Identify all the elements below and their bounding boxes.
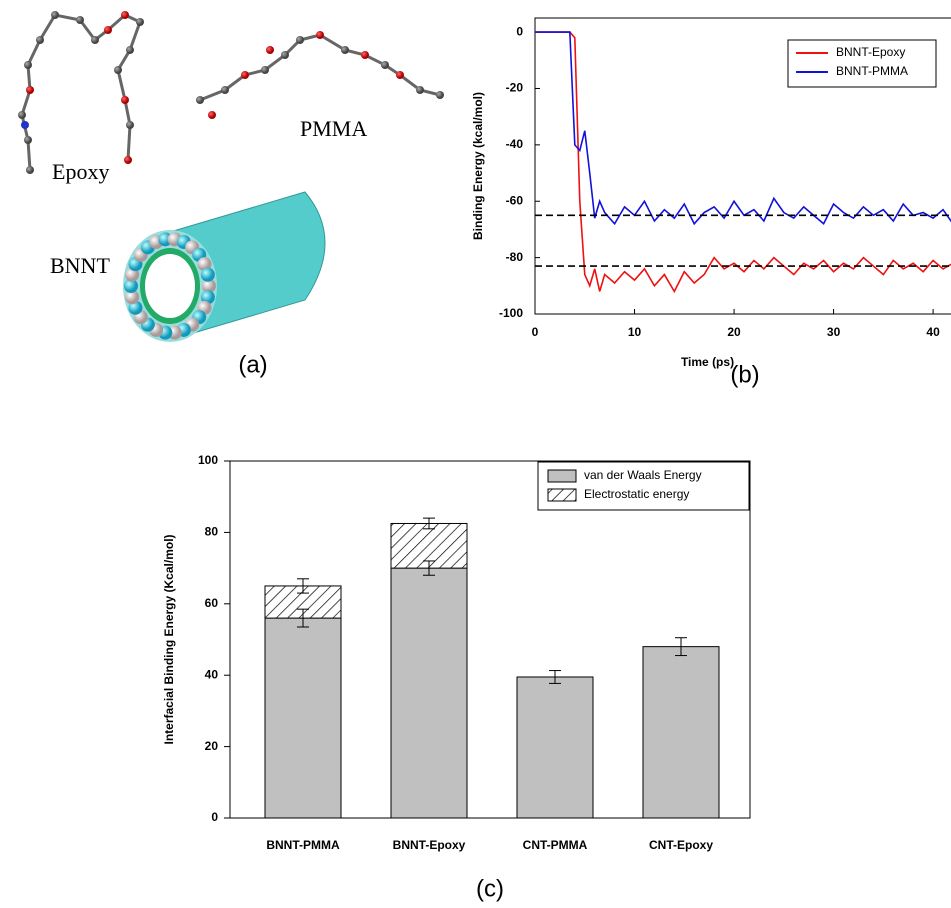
- legend-box: [787, 39, 937, 88]
- atom: [128, 300, 143, 315]
- panel-label: (c): [476, 875, 504, 902]
- bnnt-tube: [123, 191, 326, 342]
- panel-label: (b): [730, 361, 759, 388]
- x-tick-label: 20: [727, 325, 741, 339]
- y-axis-label: Binding Energy (kcal/mol): [471, 92, 485, 240]
- x-tick-label: 0: [532, 325, 539, 339]
- plot-frame: [229, 460, 751, 819]
- y-tick-label: 0: [516, 24, 523, 38]
- legend-label: Electrostatic energy: [584, 487, 689, 501]
- atom: [197, 257, 212, 272]
- atom: [200, 267, 215, 282]
- bar-segment: [516, 676, 594, 819]
- y-tick-label: 40: [205, 667, 219, 681]
- bar-segment: [642, 646, 720, 819]
- y-tick-label: 0: [211, 810, 218, 824]
- y-tick-label: -60: [506, 193, 524, 207]
- epoxy-molecule: [18, 11, 144, 174]
- error-bar: [297, 608, 309, 628]
- y-tick-label: -20: [506, 81, 524, 95]
- x-axis-label: Time (ps): [681, 355, 734, 369]
- y-tick-label: 60: [205, 596, 219, 610]
- bar-segment: [264, 617, 342, 819]
- x-tick-label: BNNT-PMMA: [266, 838, 340, 852]
- x-tick-label: 30: [827, 325, 841, 339]
- bar-segment: [390, 567, 468, 819]
- plot-frame: [534, 17, 951, 315]
- atom: [125, 290, 140, 305]
- legend-label: van der Waals Energy: [584, 468, 702, 482]
- y-axis-label: Interfacial Binding Energy (Kcal/mol): [162, 534, 176, 744]
- atom: [202, 279, 216, 293]
- legend-label: BNNT-Epoxy: [836, 45, 905, 59]
- x-tick-label: 40: [926, 325, 940, 339]
- x-tick-label: CNT-Epoxy: [649, 838, 713, 852]
- series-line: [535, 31, 951, 226]
- y-tick-label: 80: [205, 525, 219, 539]
- error-bar: [549, 670, 561, 684]
- error-bar: [297, 578, 309, 594]
- atom: [125, 267, 140, 282]
- y-tick-label: 20: [205, 739, 219, 753]
- error-bar: [423, 517, 435, 530]
- x-tick-label: CNT-PMMA: [523, 838, 588, 852]
- panel-label: (a): [238, 351, 267, 378]
- legend-swatch: [547, 469, 577, 483]
- molecule-label: PMMA: [300, 116, 367, 141]
- y-tick-label: -40: [506, 137, 524, 151]
- series-line: [535, 31, 951, 294]
- y-tick-label: 100: [198, 453, 218, 467]
- x-tick-label: BNNT-Epoxy: [393, 838, 466, 852]
- y-tick-label: -80: [506, 250, 524, 264]
- error-bar: [423, 560, 435, 576]
- atom: [200, 290, 215, 305]
- legend-label: BNNT-PMMA: [836, 64, 908, 78]
- legend-swatch: [547, 488, 577, 502]
- atom: [124, 279, 138, 293]
- x-tick-label: 10: [628, 325, 642, 339]
- y-tick-label: -100: [499, 306, 523, 320]
- pmma-molecule: [196, 31, 444, 119]
- molecule-label: Epoxy: [52, 159, 109, 184]
- error-bar: [675, 637, 687, 657]
- molecule-label: BNNT: [50, 253, 110, 278]
